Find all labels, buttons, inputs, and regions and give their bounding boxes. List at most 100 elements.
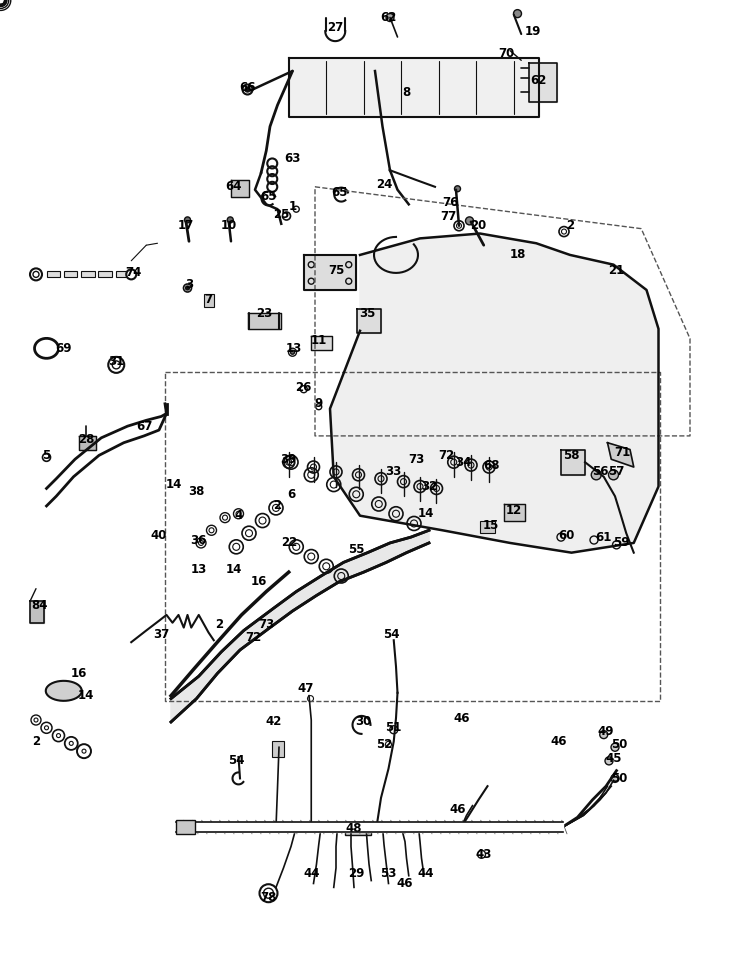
Text: 50: 50	[610, 738, 627, 751]
Text: 3: 3	[185, 277, 193, 291]
Text: 43: 43	[476, 847, 492, 861]
Text: 77: 77	[440, 209, 457, 223]
Polygon shape	[98, 271, 112, 277]
Text: 53: 53	[380, 867, 397, 881]
Polygon shape	[504, 504, 525, 521]
Text: 7: 7	[205, 293, 212, 306]
Text: 44: 44	[303, 867, 320, 881]
Text: 14: 14	[226, 562, 242, 576]
Text: 42: 42	[266, 715, 282, 729]
Text: 14: 14	[418, 507, 434, 521]
Text: 11: 11	[310, 334, 327, 347]
Circle shape	[514, 10, 521, 18]
Polygon shape	[30, 601, 44, 623]
Circle shape	[466, 217, 473, 225]
Text: 40: 40	[151, 528, 167, 542]
Polygon shape	[311, 336, 332, 350]
Text: 14: 14	[78, 689, 94, 703]
Text: 72: 72	[245, 631, 262, 644]
Text: 75: 75	[328, 264, 344, 277]
Text: 63: 63	[284, 152, 301, 165]
Text: 65: 65	[331, 186, 347, 199]
Text: 62: 62	[530, 74, 547, 88]
Circle shape	[227, 217, 233, 223]
Text: 19: 19	[524, 24, 541, 38]
Text: 36: 36	[190, 533, 207, 547]
Text: 24: 24	[376, 178, 392, 192]
Text: 57: 57	[608, 465, 625, 479]
Text: 2: 2	[274, 499, 281, 513]
Circle shape	[184, 217, 190, 223]
Text: 25: 25	[273, 207, 290, 221]
Text: 46: 46	[453, 711, 470, 725]
Polygon shape	[176, 820, 195, 834]
Text: 13: 13	[286, 342, 302, 355]
Text: 66: 66	[239, 81, 256, 94]
Polygon shape	[480, 521, 495, 533]
Text: 50: 50	[610, 772, 627, 785]
Text: 21: 21	[608, 264, 625, 277]
Text: 49: 49	[598, 725, 614, 739]
Text: 16: 16	[251, 575, 267, 589]
Text: 32: 32	[421, 480, 437, 493]
Text: 34: 34	[455, 455, 472, 469]
Text: 17: 17	[178, 219, 194, 233]
Circle shape	[600, 731, 608, 739]
Text: 47: 47	[298, 682, 314, 696]
Polygon shape	[304, 255, 356, 290]
Circle shape	[454, 186, 460, 192]
Text: 52: 52	[376, 738, 392, 751]
Text: 44: 44	[418, 867, 434, 881]
Polygon shape	[231, 180, 249, 197]
Text: 15: 15	[483, 519, 500, 532]
Polygon shape	[46, 681, 82, 701]
Circle shape	[245, 87, 250, 92]
Circle shape	[611, 743, 619, 751]
Text: 2: 2	[566, 219, 574, 233]
Text: 73: 73	[258, 618, 274, 631]
Circle shape	[608, 470, 619, 480]
Polygon shape	[529, 63, 556, 102]
Polygon shape	[289, 58, 538, 117]
Text: 72: 72	[438, 449, 454, 462]
Text: 28: 28	[78, 433, 94, 447]
Polygon shape	[272, 741, 284, 757]
Text: 48: 48	[346, 822, 362, 836]
Text: 56: 56	[592, 465, 608, 479]
Text: 78: 78	[260, 890, 277, 904]
Text: 54: 54	[228, 754, 244, 768]
Text: 33: 33	[386, 465, 402, 479]
Polygon shape	[345, 822, 371, 835]
Text: 27: 27	[327, 20, 344, 34]
Text: 2: 2	[32, 735, 40, 748]
Text: 8: 8	[402, 86, 411, 99]
Text: 65: 65	[260, 190, 277, 203]
Polygon shape	[46, 271, 60, 277]
Text: 84: 84	[31, 598, 47, 612]
Text: 58: 58	[563, 449, 580, 462]
Text: 37: 37	[153, 628, 170, 641]
Text: 60: 60	[558, 528, 574, 542]
Circle shape	[386, 14, 394, 21]
Polygon shape	[176, 822, 562, 832]
Polygon shape	[64, 271, 77, 277]
Text: 10: 10	[220, 219, 237, 233]
Text: 23: 23	[256, 306, 272, 320]
Text: 70: 70	[498, 47, 514, 60]
Text: 22: 22	[280, 536, 297, 550]
Polygon shape	[171, 530, 429, 722]
Text: 45: 45	[605, 752, 622, 766]
Text: 4: 4	[234, 509, 243, 523]
Text: 55: 55	[348, 543, 364, 557]
Text: 29: 29	[348, 867, 364, 881]
Polygon shape	[204, 294, 214, 307]
Text: 39: 39	[280, 452, 297, 466]
Text: 46: 46	[397, 877, 413, 890]
Text: 35: 35	[359, 306, 376, 320]
Polygon shape	[248, 313, 281, 329]
Text: 6: 6	[286, 487, 295, 501]
Text: 14: 14	[166, 478, 182, 491]
Text: 16: 16	[70, 667, 87, 680]
Polygon shape	[608, 443, 634, 467]
Text: 76: 76	[442, 196, 458, 209]
